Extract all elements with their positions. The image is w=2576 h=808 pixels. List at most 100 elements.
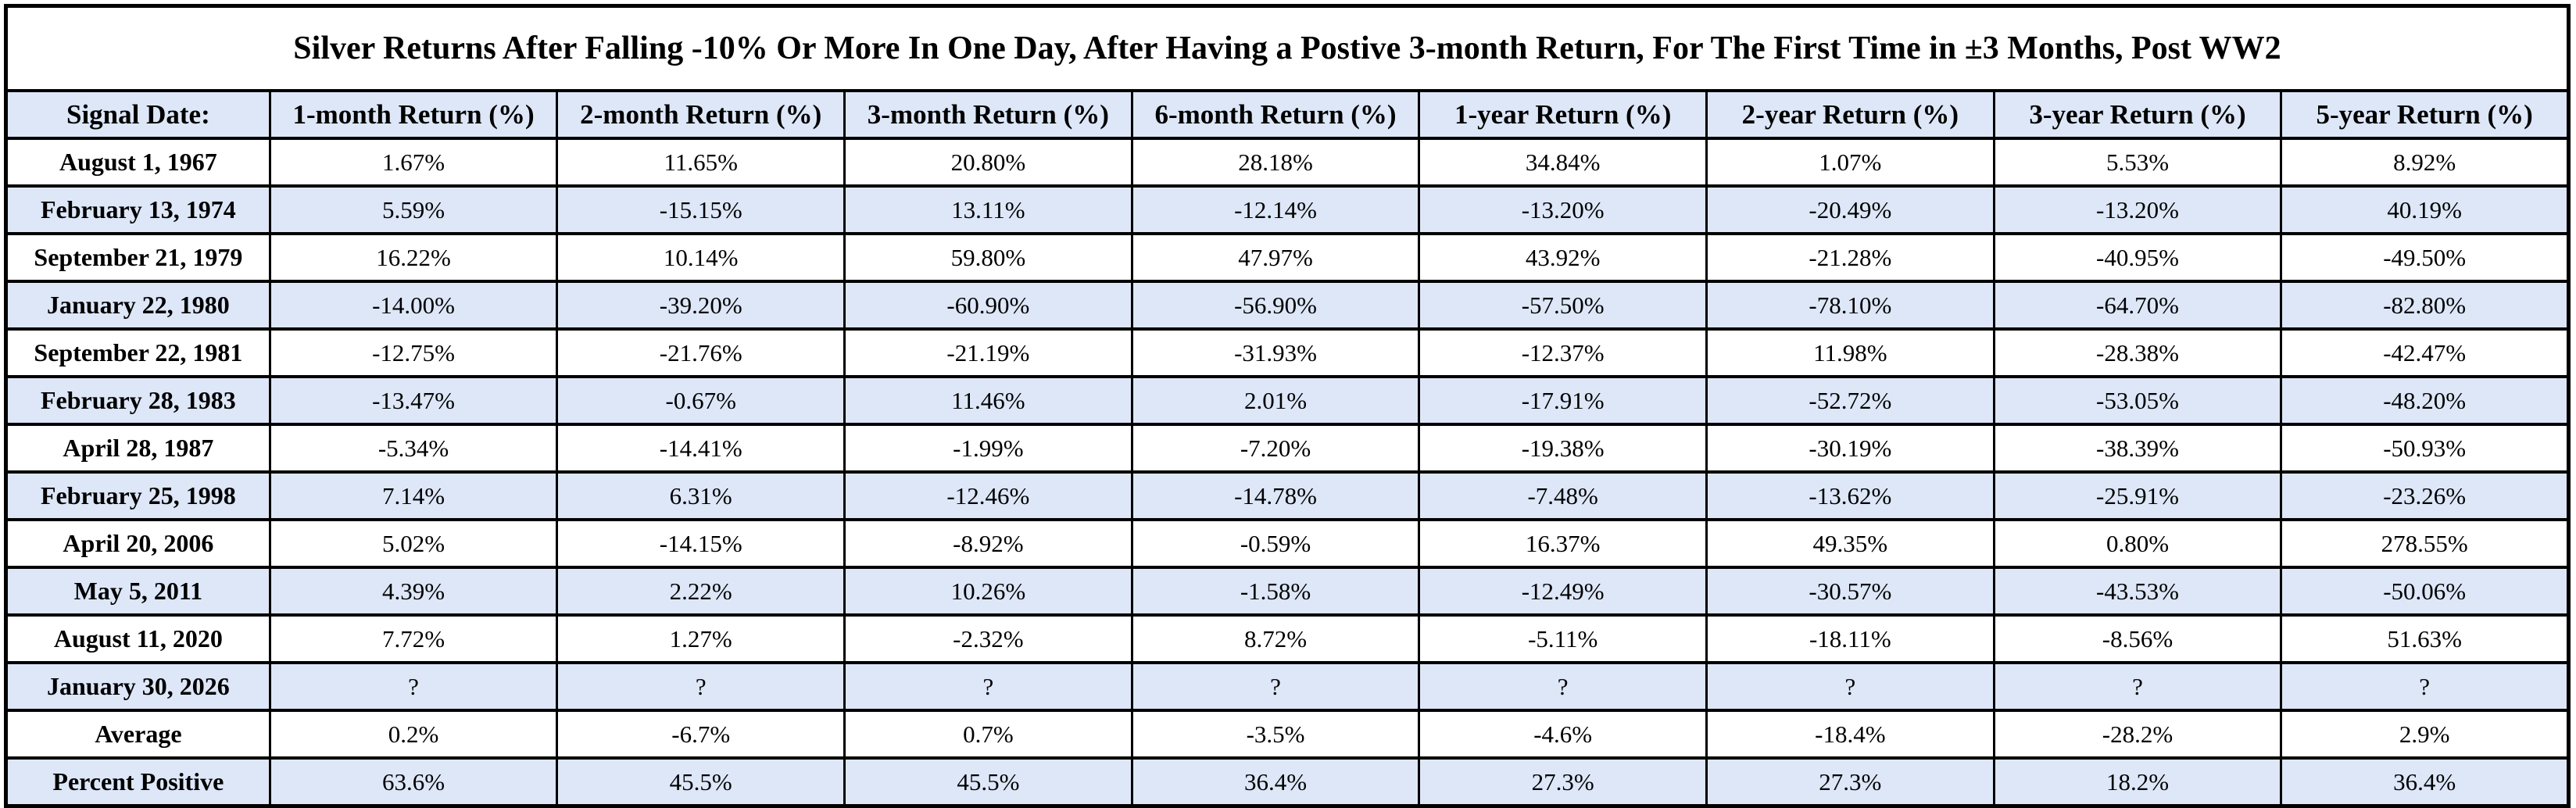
silver-returns-table: Silver Returns After Falling -10% Or Mor… bbox=[4, 4, 2571, 808]
return-value-cell: 4.39% bbox=[268, 566, 559, 617]
signal-date-cell: February 25, 1998 bbox=[5, 470, 271, 521]
return-value-cell: -30.57% bbox=[1705, 566, 1995, 617]
return-value-cell: 5.53% bbox=[1992, 137, 2283, 188]
return-value-cell: 63.6% bbox=[268, 756, 559, 808]
return-value-cell: 5.02% bbox=[268, 518, 559, 569]
return-value-cell: -28.38% bbox=[1992, 327, 2283, 378]
return-value-cell: -21.76% bbox=[556, 327, 846, 378]
signal-date-cell: September 21, 1979 bbox=[5, 232, 271, 283]
return-value-cell: 1.67% bbox=[268, 137, 559, 188]
return-value-cell: 59.80% bbox=[843, 232, 1133, 283]
return-period-header: 2-month Return (%) bbox=[556, 89, 846, 140]
return-period-header: 1-month Return (%) bbox=[268, 89, 559, 140]
return-period-header: 3-month Return (%) bbox=[843, 89, 1133, 140]
return-value-cell: 40.19% bbox=[2280, 184, 2570, 235]
return-value-cell: 7.14% bbox=[268, 470, 559, 521]
return-value-cell: -43.53% bbox=[1992, 566, 2283, 617]
return-value-cell: -30.19% bbox=[1705, 423, 1995, 474]
return-value-cell: -1.58% bbox=[1130, 566, 1421, 617]
return-value-cell: -7.48% bbox=[1418, 470, 1708, 521]
return-value-cell: 278.55% bbox=[2280, 518, 2570, 569]
return-value-cell: 1.27% bbox=[556, 613, 846, 664]
return-period-header: 5-year Return (%) bbox=[2280, 89, 2570, 140]
return-value-cell: 2.9% bbox=[2280, 709, 2570, 760]
return-value-cell: 49.35% bbox=[1705, 518, 1995, 569]
return-value-cell: 51.63% bbox=[2280, 613, 2570, 664]
return-value-cell: -20.49% bbox=[1705, 184, 1995, 235]
return-value-cell: -5.34% bbox=[268, 423, 559, 474]
return-value-cell: 36.4% bbox=[1130, 756, 1421, 808]
summary-label-cell: Percent Positive bbox=[5, 756, 271, 808]
return-value-cell: -25.91% bbox=[1992, 470, 2283, 521]
table-row: January 30, 2026???????? bbox=[5, 661, 2570, 712]
return-value-cell: -28.2% bbox=[1992, 709, 2283, 760]
return-value-cell: -39.20% bbox=[556, 280, 846, 331]
return-value-cell: -14.15% bbox=[556, 518, 846, 569]
return-value-cell: ? bbox=[268, 661, 559, 712]
return-value-cell: ? bbox=[2280, 661, 2570, 712]
return-value-cell: -14.00% bbox=[268, 280, 559, 331]
return-value-cell: ? bbox=[1418, 661, 1708, 712]
table-row: April 28, 1987 -5.34% -14.41% -1.99% -7.20% -… bbox=[5, 423, 2570, 474]
return-value-cell: 1.07% bbox=[1705, 137, 1995, 188]
return-value-cell: -8.56% bbox=[1992, 613, 2283, 664]
return-value-cell: 43.92% bbox=[1418, 232, 1708, 283]
table-title: Silver Returns After Falling -10% Or Mor… bbox=[5, 4, 2570, 92]
summary-row: Average 0.2% -6.7% 0.7% -3.5% -4.6% -18.4% -28.… bbox=[5, 709, 2570, 760]
return-value-cell: 18.2% bbox=[1992, 756, 2283, 808]
return-value-cell: 11.98% bbox=[1705, 327, 1995, 378]
signal-date-cell: May 5, 2011 bbox=[5, 566, 271, 617]
return-value-cell: 28.18% bbox=[1130, 137, 1421, 188]
return-value-cell: 0.80% bbox=[1992, 518, 2283, 569]
return-value-cell: -23.26% bbox=[2280, 470, 2570, 521]
return-value-cell: -13.47% bbox=[268, 375, 559, 426]
return-value-cell: -42.47% bbox=[2280, 327, 2570, 378]
return-value-cell: -0.67% bbox=[556, 375, 846, 426]
return-value-cell: -1.99% bbox=[843, 423, 1133, 474]
return-value-cell: -57.50% bbox=[1418, 280, 1708, 331]
return-value-cell: -6.7% bbox=[556, 709, 846, 760]
return-value-cell: 45.5% bbox=[556, 756, 846, 808]
table-frame: Silver Returns After Falling -10% Or Mor… bbox=[4, 4, 2571, 808]
return-value-cell: 0.2% bbox=[268, 709, 559, 760]
return-value-cell: -12.46% bbox=[843, 470, 1133, 521]
return-value-cell: -78.10% bbox=[1705, 280, 1995, 331]
return-value-cell: ? bbox=[1705, 661, 1995, 712]
return-value-cell: 27.3% bbox=[1705, 756, 1995, 808]
return-value-cell: -56.90% bbox=[1130, 280, 1421, 331]
return-value-cell: -12.75% bbox=[268, 327, 559, 378]
return-value-cell: -50.06% bbox=[2280, 566, 2570, 617]
return-value-cell: 5.59% bbox=[268, 184, 559, 235]
signal-date-cell: February 13, 1974 bbox=[5, 184, 271, 235]
table-row: February 25, 1998 7.14% 6.31% -12.46% -14.78… bbox=[5, 470, 2570, 521]
return-value-cell: -17.91% bbox=[1418, 375, 1708, 426]
return-value-cell: -48.20% bbox=[2280, 375, 2570, 426]
table-row: February 13, 1974 5.59% -15.15% 13.11% -12.1… bbox=[5, 184, 2570, 235]
return-value-cell: -14.78% bbox=[1130, 470, 1421, 521]
return-value-cell: ? bbox=[556, 661, 846, 712]
return-value-cell: 8.72% bbox=[1130, 613, 1421, 664]
return-value-cell: 10.14% bbox=[556, 232, 846, 283]
return-value-cell: -60.90% bbox=[843, 280, 1133, 331]
signal-date-cell: August 1, 1967 bbox=[5, 137, 271, 188]
return-value-cell: -21.19% bbox=[843, 327, 1133, 378]
return-value-cell: 20.80% bbox=[843, 137, 1133, 188]
signal-date-cell: April 20, 2006 bbox=[5, 518, 271, 569]
signal-date-cell: September 22, 1981 bbox=[5, 327, 271, 378]
signal-date-cell: August 11, 2020 bbox=[5, 613, 271, 664]
table-row: September 21, 1979 16.22% 10.14% 59.80% 47.9… bbox=[5, 232, 2570, 283]
header-row: Signal Date: 1-month Return (%) 2-month Re… bbox=[5, 89, 2570, 140]
return-value-cell: -12.14% bbox=[1130, 184, 1421, 235]
return-value-cell: -12.49% bbox=[1418, 566, 1708, 617]
return-value-cell: -18.4% bbox=[1705, 709, 1995, 760]
return-value-cell: -7.20% bbox=[1130, 423, 1421, 474]
return-period-header: 3-year Return (%) bbox=[1992, 89, 2283, 140]
return-value-cell: -14.41% bbox=[556, 423, 846, 474]
return-value-cell: -2.32% bbox=[843, 613, 1133, 664]
return-value-cell: 47.97% bbox=[1130, 232, 1421, 283]
signal-date-cell: January 30, 2026 bbox=[5, 661, 271, 712]
table-row: February 28, 1983 -13.47% -0.67% 11.46% 2.01… bbox=[5, 375, 2570, 426]
return-value-cell: 16.22% bbox=[268, 232, 559, 283]
return-value-cell: 8.92% bbox=[2280, 137, 2570, 188]
return-value-cell: ? bbox=[1130, 661, 1421, 712]
